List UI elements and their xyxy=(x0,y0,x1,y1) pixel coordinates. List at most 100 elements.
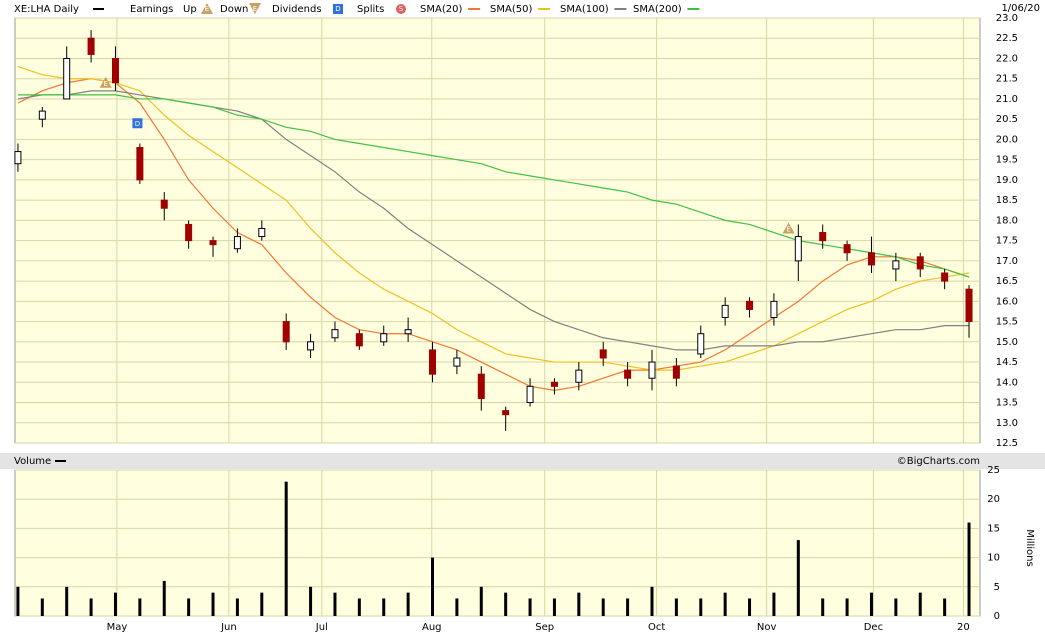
sma-line xyxy=(17,66,970,371)
legend-label: XE:LHA Daily xyxy=(14,4,79,15)
y-tick-label: 19.0 xyxy=(996,175,1018,186)
legend-label: SMA(200) xyxy=(633,4,682,15)
candle-body xyxy=(453,357,461,367)
legend-label: Splits xyxy=(357,4,384,15)
volume-bar xyxy=(40,598,44,616)
x-tick-label: 20 xyxy=(957,622,970,633)
legend-icon xyxy=(249,3,261,14)
volume-bar xyxy=(455,598,459,616)
y-tick-label: 20.5 xyxy=(996,114,1018,125)
candle-body xyxy=(111,57,119,84)
event-marker xyxy=(132,118,143,129)
y-tick-label: 21.5 xyxy=(996,74,1018,85)
legend-label: Dividends xyxy=(272,4,322,15)
candle-body xyxy=(160,199,168,209)
candle-body xyxy=(404,329,412,335)
y-tick-label: 18.5 xyxy=(996,195,1018,206)
candle-body xyxy=(502,410,510,416)
candle-body xyxy=(819,232,827,242)
volume-bar xyxy=(601,598,605,616)
volume-bar xyxy=(748,598,752,616)
x-tick-label: Jun xyxy=(220,622,237,633)
volume-bar xyxy=(479,586,483,616)
sma-line xyxy=(17,94,970,278)
y-tick-label: 19.5 xyxy=(996,155,1018,166)
legend-label: SMA(50) xyxy=(490,4,532,15)
volume-bar xyxy=(967,522,971,616)
y-tick-label: 10 xyxy=(987,553,1000,564)
legend-icon-label: D xyxy=(335,5,340,13)
candle-body xyxy=(307,341,315,351)
x-tick-label: Dec xyxy=(864,622,883,633)
legend-label: Earnings xyxy=(130,4,173,15)
volume-bar xyxy=(235,598,239,616)
volume-bar xyxy=(894,598,898,616)
y-tick-label: 13.0 xyxy=(996,418,1018,429)
candle-body xyxy=(867,252,875,266)
event-label: E xyxy=(786,225,790,233)
candle-body xyxy=(233,236,241,250)
legend-icon xyxy=(396,4,406,14)
volume-header xyxy=(0,453,1045,469)
candle-body xyxy=(672,365,680,379)
date: 1/06/20 xyxy=(1001,3,1040,14)
volume-bar xyxy=(333,592,337,616)
volume-bar xyxy=(699,598,703,616)
candle-body xyxy=(526,385,534,404)
candle-body xyxy=(746,300,754,310)
y-tick-label: 23.0 xyxy=(996,13,1018,24)
y-tick-label: 16.5 xyxy=(996,276,1018,287)
candle-body xyxy=(941,272,949,282)
candle-body xyxy=(697,333,705,355)
candle-body xyxy=(38,110,46,120)
candle-body xyxy=(575,369,583,383)
candle-body xyxy=(770,300,778,319)
volume-bar xyxy=(211,592,215,616)
candle-body xyxy=(892,260,900,270)
y-tick-label: 15 xyxy=(987,523,1000,534)
event-marker xyxy=(782,222,795,234)
volume-bar xyxy=(431,557,435,616)
candle-body xyxy=(624,369,632,379)
x-tick-label: Sep xyxy=(535,622,554,633)
volume-bar xyxy=(187,598,191,616)
volume-bar xyxy=(357,598,361,616)
candle-body xyxy=(209,240,217,246)
credit: ©BigCharts.com xyxy=(897,456,980,467)
volume-bar xyxy=(650,586,654,616)
volume-bar xyxy=(626,598,630,616)
x-tick-label: Aug xyxy=(422,622,442,633)
event-label: D xyxy=(135,120,140,128)
volume-bar xyxy=(382,598,386,616)
event-marker xyxy=(99,76,112,88)
y-tick-label: 5 xyxy=(994,582,1000,593)
legend-label: SMA(20) xyxy=(420,4,462,15)
y-tick-label: 13.5 xyxy=(996,398,1018,409)
volume-bar xyxy=(772,592,776,616)
volume-bar xyxy=(918,592,922,616)
volume-bar xyxy=(113,592,117,616)
y-tick-label: 15.5 xyxy=(996,317,1018,328)
y-tick-label: 16.0 xyxy=(996,296,1018,307)
candle-body xyxy=(721,304,729,319)
event-label: E xyxy=(104,80,108,88)
candle-body xyxy=(355,333,363,347)
legend-label: Up xyxy=(183,4,197,15)
x-tick-label: Oct xyxy=(648,622,665,633)
y-tick-label: 25 xyxy=(987,465,1000,476)
candle-body xyxy=(87,37,95,55)
candle-body xyxy=(965,288,973,323)
volume-bar xyxy=(943,598,947,616)
volume-bar xyxy=(796,540,800,616)
legend-icon-label: E xyxy=(205,5,209,13)
y-tick-label: 21.0 xyxy=(996,94,1018,105)
candle-body xyxy=(916,256,924,270)
candle-body xyxy=(429,349,437,375)
candle-body xyxy=(550,381,558,387)
legend-icon xyxy=(333,4,343,14)
candle-body xyxy=(599,349,607,359)
x-tick-label: May xyxy=(107,622,128,633)
candle-body xyxy=(136,147,144,181)
volume-pane xyxy=(14,469,981,617)
y-tick-label: 15.0 xyxy=(996,337,1018,348)
